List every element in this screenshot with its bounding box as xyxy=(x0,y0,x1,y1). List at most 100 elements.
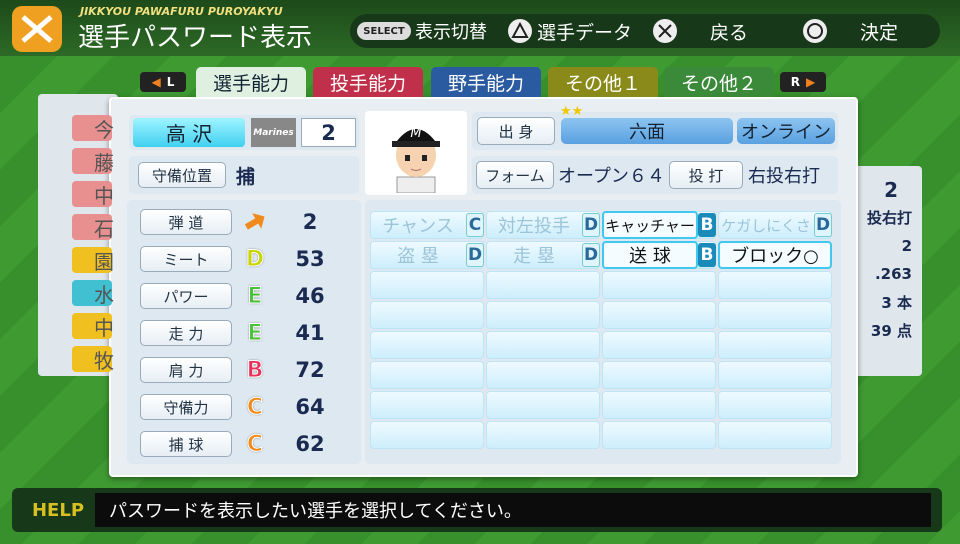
ability-cell xyxy=(370,391,484,419)
back-text: 39 点 xyxy=(870,321,912,340)
stars: ★★ xyxy=(560,104,584,119)
ability: ブロック○ xyxy=(718,241,832,269)
stat-value: 2 xyxy=(302,210,318,234)
stat-label: 走 力 xyxy=(140,320,232,346)
ability-cell xyxy=(602,331,716,359)
tab-right-key[interactable]: R ▶ xyxy=(780,72,826,92)
stat-label: 肩 力 xyxy=(140,357,232,383)
ability-cell xyxy=(718,361,832,389)
ability-cell xyxy=(486,301,600,329)
stat-grade: D xyxy=(245,246,265,272)
stat-value: 62 xyxy=(295,432,325,456)
stat-value: 46 xyxy=(295,284,325,308)
origin-label: 出 身 xyxy=(477,117,555,145)
triangle-icon xyxy=(508,19,532,43)
ability-cell xyxy=(718,271,832,299)
back-name: 今 xyxy=(72,115,114,142)
button-label[interactable]: 表示切替 xyxy=(415,22,487,43)
ability-cell xyxy=(370,241,484,269)
ability-grade: C xyxy=(466,213,484,237)
arrow: ▶ xyxy=(806,75,816,89)
tab[interactable]: その他２ xyxy=(664,67,774,97)
ability-cell xyxy=(486,241,600,269)
back-card xyxy=(850,166,922,376)
button-label[interactable]: 選手データ xyxy=(537,21,633,44)
ability: ケガしにくさ xyxy=(721,216,811,235)
back-name: 藤 xyxy=(72,148,114,175)
cross-icon xyxy=(653,19,677,43)
team-logo: Marines xyxy=(251,118,296,147)
player-name: 高 沢 xyxy=(133,118,245,147)
ability-cell xyxy=(602,301,716,329)
back-text: 2 xyxy=(901,237,912,255)
tab-left-key[interactable]: ◀ L xyxy=(140,72,186,92)
ability-grade: B xyxy=(698,243,716,267)
player-face: M xyxy=(392,126,440,193)
ability-cell xyxy=(718,301,832,329)
screen-title: 選手パスワード表示 xyxy=(78,22,313,53)
ability-cell xyxy=(718,421,832,449)
ability: 送 球 xyxy=(602,241,698,269)
button-label[interactable]: 決定 xyxy=(860,21,899,44)
ability: 対左投手 xyxy=(498,216,570,237)
help-message: パスワードを表示したい選手を選択してください。 xyxy=(95,493,931,527)
logo-icon xyxy=(21,15,53,43)
ability-cell xyxy=(486,361,600,389)
back-name: 中 xyxy=(72,313,114,340)
back-name: 石 xyxy=(72,214,114,241)
ability-cell xyxy=(718,211,832,239)
ability-cell xyxy=(486,331,600,359)
form-value: オープン６４ xyxy=(558,166,665,187)
portrait: M xyxy=(365,111,467,195)
svg-text:M: M xyxy=(410,126,421,141)
back-text: .263 xyxy=(874,265,912,283)
ability-cell xyxy=(602,391,716,419)
arrow: ◀ xyxy=(151,75,161,89)
stat-value: 41 xyxy=(295,321,325,345)
tab[interactable]: 野手能力 xyxy=(431,67,541,97)
stat-label: 守備力 xyxy=(140,394,232,420)
tab[interactable]: その他１ xyxy=(548,67,658,97)
ability-cell xyxy=(486,211,600,239)
app-logo xyxy=(12,6,62,52)
key-label: R xyxy=(790,75,800,89)
help-label: HELP xyxy=(31,499,85,521)
ability-cell xyxy=(370,331,484,359)
ability-cell xyxy=(370,421,484,449)
position-label: 守備位置 xyxy=(138,162,226,188)
ability-cell xyxy=(602,361,716,389)
ability-cell xyxy=(370,271,484,299)
stat-grade: E xyxy=(247,320,263,346)
series-logo: JIKKYOU PAWAFURU PUROYAKYU xyxy=(80,4,283,18)
back-name: 園 xyxy=(72,247,114,274)
ability-cell xyxy=(602,271,716,299)
stat-value: 72 xyxy=(295,358,325,382)
ability-grade: D xyxy=(582,213,600,237)
button-label[interactable]: 戻る xyxy=(710,21,749,44)
bat-throw-label: 投 打 xyxy=(669,161,743,189)
stat-value: 53 xyxy=(295,247,325,271)
ability: 盗 塁 xyxy=(397,246,439,267)
trajectory-arrow xyxy=(237,204,273,240)
stat-value: 64 xyxy=(295,395,325,419)
key-label: L xyxy=(166,75,175,89)
tab[interactable]: 選手能力 xyxy=(196,67,306,97)
ability-cell xyxy=(486,421,600,449)
arrow-icon xyxy=(244,213,265,230)
ability-cell xyxy=(486,271,600,299)
stat-grade: B xyxy=(246,357,264,383)
ability: キャッチャー xyxy=(602,211,698,239)
stat-grade: C xyxy=(246,431,264,457)
stat-label: 捕 球 xyxy=(140,431,232,457)
back-text: 2 xyxy=(884,178,898,202)
ability-grade: D xyxy=(814,213,832,237)
ability-cell xyxy=(370,361,484,389)
stat-label: パワー xyxy=(140,283,232,309)
tab[interactable]: 投手能力 xyxy=(313,67,423,97)
back-name: 中 xyxy=(72,181,114,208)
ability-cell xyxy=(486,391,600,419)
stat-grade: E xyxy=(247,283,263,309)
uniform-number: 2 xyxy=(301,118,356,147)
ability-grade: D xyxy=(466,243,484,267)
